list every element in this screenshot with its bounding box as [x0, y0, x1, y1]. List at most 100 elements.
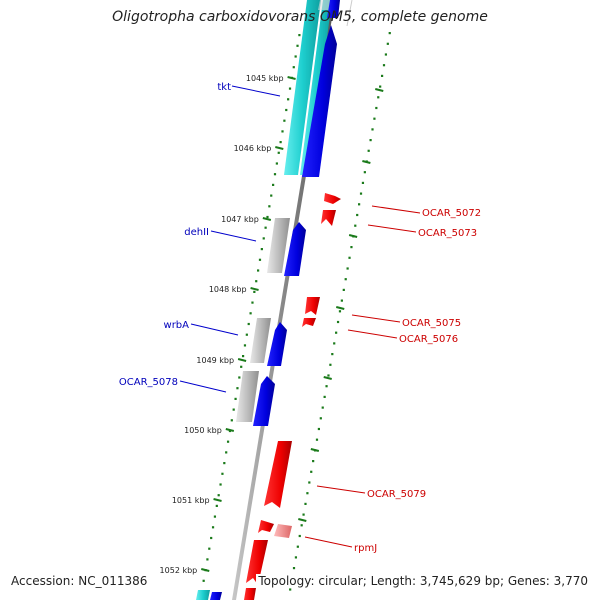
outer-track-dot [386, 42, 389, 45]
gene-label-dehII[interactable]: dehII [184, 227, 209, 238]
outer-track-dot [335, 331, 338, 334]
tick-label: 1046 kbp [234, 144, 272, 153]
outer-track-dot [325, 385, 328, 388]
track-dot [257, 269, 260, 272]
track-dot [258, 258, 262, 261]
major-tick [250, 287, 259, 291]
outer-major-tick [375, 88, 384, 92]
gene-label-ocar5072[interactable]: OCAR_5072 [422, 208, 481, 219]
tick-track [200, 34, 301, 593]
outer-track-dot [342, 288, 345, 291]
gene-grey-ocar5078[interactable] [236, 371, 259, 422]
gene-label-ocar5075[interactable]: OCAR_5075 [402, 318, 461, 329]
outer-track-dot [346, 267, 349, 270]
major-tick [287, 76, 296, 80]
gene-label-ocar5079[interactable]: OCAR_5079 [367, 489, 426, 500]
gene-grey-wrbA[interactable] [250, 318, 271, 363]
outer-track-dot [336, 320, 340, 324]
track-dot [226, 440, 230, 443]
track-dot [251, 301, 254, 304]
track-dot [225, 451, 228, 454]
outer-track-dot [302, 513, 305, 516]
outer-track-dot [298, 534, 301, 538]
genome-info-text: Topology: circular; Length: 3,745,629 bp… [256, 574, 590, 588]
gene-label-ocar5078[interactable]: OCAR_5078 [119, 377, 178, 388]
outer-track-dot [317, 427, 320, 431]
gene-reverse-bottom[interactable] [246, 540, 268, 585]
leader-wrbA [190, 323, 239, 336]
track-dot [236, 387, 239, 390]
outer-track-dot [379, 85, 382, 88]
tick-label: 1050 kbp [184, 426, 222, 435]
track-dot [247, 322, 250, 326]
track-dot [262, 237, 265, 240]
outer-arc-guide [346, 0, 353, 27]
gene-forward-dehII[interactable] [284, 222, 306, 276]
major-tick [201, 568, 210, 572]
track-dot [243, 344, 247, 347]
track-dot [283, 119, 286, 122]
gene-reverse-ocar5079[interactable] [264, 441, 292, 508]
gene-label-rpmJ[interactable]: rpmJ [354, 543, 377, 554]
track-dot [255, 280, 258, 283]
track-dot [241, 355, 245, 358]
gene-reverse-ocar5076[interactable] [302, 318, 316, 327]
outer-track-dot [350, 246, 353, 249]
outer-major-tick [310, 448, 320, 452]
track-dot [206, 558, 209, 561]
gene-grey-dehII[interactable] [267, 218, 290, 273]
leader-ocar5072 [371, 205, 421, 214]
gene-reverse-small-a[interactable] [258, 520, 274, 533]
gene-cyan-tkt-a[interactable] [284, 0, 321, 175]
outer-track-dot [312, 460, 315, 463]
track-dot [292, 66, 295, 69]
leader-tkt [231, 85, 281, 97]
gene-forward-top[interactable] [327, 0, 340, 18]
outer-track-dot [340, 299, 343, 302]
leader-ocar5079 [316, 485, 366, 494]
outer-track-dot [300, 524, 303, 527]
accession-text: Accession: NC_011386 [9, 574, 150, 588]
tick-label: 1052 kbp [160, 566, 198, 575]
gene-forward-bottom[interactable] [210, 592, 222, 600]
gene-reverse-ocar5075[interactable] [305, 297, 320, 315]
gene-pink-rpmJ[interactable] [274, 524, 292, 538]
tick-labels: 1045 kbp 1046 kbp 1047 kbp 1048 kbp 1049 kbp… [160, 74, 284, 575]
outer-track-dot [304, 502, 307, 505]
outer-track-dot [333, 342, 336, 345]
map-title: Oligotropha carboxidovorans OM5, complet… [112, 9, 488, 25]
gene-forward-wrbA[interactable] [267, 322, 287, 366]
track-dot [275, 162, 278, 165]
gene-reverse-bottom-b[interactable] [244, 588, 256, 600]
tick-label: 1051 kbp [172, 496, 210, 505]
track-dot [249, 312, 252, 315]
tick-label: 1045 kbp [246, 74, 284, 83]
outer-track-dot [348, 256, 351, 259]
gene-label-wrbA[interactable]: wrbA [164, 320, 190, 331]
track-dot [215, 504, 218, 507]
outer-major-tick [362, 160, 371, 164]
gene-reverse-ocar5072[interactable] [324, 193, 341, 204]
track-dot [210, 536, 213, 540]
gene-forward-ocar5078[interactable] [253, 376, 275, 426]
gene-label-ocar5073[interactable]: OCAR_5073 [418, 228, 477, 239]
gene-cyan-bottom[interactable] [196, 590, 210, 600]
tick-label: 1048 kbp [209, 285, 247, 294]
track-dot [234, 397, 237, 400]
outer-major-tick [336, 306, 345, 310]
outer-track-dot [296, 545, 299, 548]
gene-forward-tkt[interactable] [302, 25, 337, 177]
outer-track-dot [289, 588, 292, 591]
outer-major-tick [298, 518, 307, 522]
tick-label: 1049 kbp [196, 356, 234, 365]
outer-track [289, 32, 391, 591]
outer-track-dot [319, 417, 322, 420]
track-dot [230, 419, 233, 422]
gene-label-ocar5076[interactable]: OCAR_5076 [399, 334, 458, 345]
track-dot [281, 130, 284, 133]
gene-label-tkt[interactable]: tkt [217, 82, 231, 93]
gene-reverse-ocar5073[interactable] [321, 210, 336, 226]
outer-track-dot [384, 53, 388, 56]
track-dot [288, 87, 292, 90]
gene-cyan-tkt-b[interactable] [300, 0, 332, 175]
